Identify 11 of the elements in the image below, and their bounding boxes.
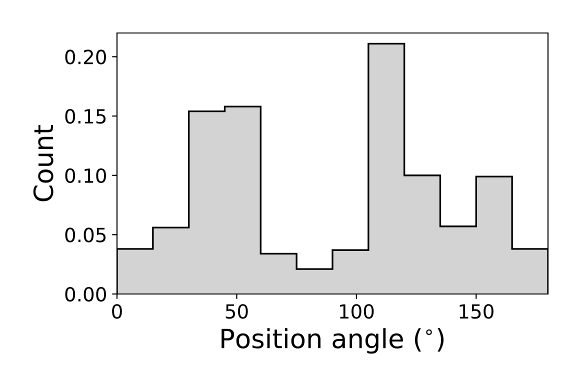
x-tick-label: 50 xyxy=(226,304,248,319)
y-tick-label: 0.05 xyxy=(65,228,106,242)
y-axis-title: Count xyxy=(33,124,54,202)
x-tick-label: 0 xyxy=(112,304,122,319)
y-tick-label: 0.10 xyxy=(65,168,106,184)
x-axis-title: Position angle ($^{∘}$) xyxy=(222,328,444,354)
x-tick-label: 150 xyxy=(460,304,494,319)
y-tick-label: 0.15 xyxy=(65,109,106,124)
y-tick-label: 0.00 xyxy=(65,286,106,302)
y-tick-label: 0.20 xyxy=(65,50,106,64)
x-tick-label: 100 xyxy=(340,304,374,319)
